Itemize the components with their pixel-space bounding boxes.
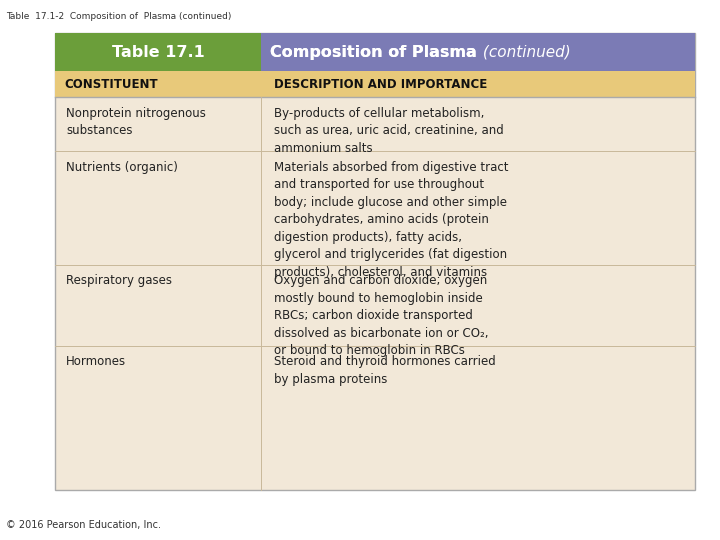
Text: Nonprotein nitrogenous
substances: Nonprotein nitrogenous substances (66, 107, 206, 137)
Text: Hormones: Hormones (66, 355, 127, 368)
Bar (55, 33, 695, 490)
Text: DESCRIPTION AND IMPORTANCE: DESCRIPTION AND IMPORTANCE (274, 78, 487, 91)
Text: Composition of Plasma: Composition of Plasma (270, 45, 477, 60)
Text: Table 17.1: Table 17.1 (112, 45, 204, 60)
Text: Materials absorbed from digestive tract
and transported for use throughout
body;: Materials absorbed from digestive tract … (274, 161, 509, 279)
Text: Respiratory gases: Respiratory gases (66, 274, 172, 287)
Text: Composition of Plasma: Composition of Plasma (270, 45, 477, 60)
Bar (55, 33, 695, 71)
Text: Table  17.1-2  Composition of  Plasma (continued): Table 17.1-2 Composition of Plasma (cont… (6, 12, 231, 21)
Text: Nutrients (organic): Nutrients (organic) (66, 161, 178, 174)
Text: (continued): (continued) (478, 45, 571, 60)
Text: Oxygen and carbon dioxide; oxygen
mostly bound to hemoglobin inside
RBCs; carbon: Oxygen and carbon dioxide; oxygen mostly… (274, 274, 489, 357)
Bar (55, 71, 695, 97)
Text: CONSTITUENT: CONSTITUENT (64, 78, 158, 91)
Text: Steroid and thyroid hormones carried
by plasma proteins: Steroid and thyroid hormones carried by … (274, 355, 496, 386)
Bar (55, 33, 261, 71)
Text: By-products of cellular metabolism,
such as urea, uric acid, creatinine, and
amm: By-products of cellular metabolism, such… (274, 107, 504, 155)
Text: © 2016 Pearson Education, Inc.: © 2016 Pearson Education, Inc. (6, 520, 161, 530)
